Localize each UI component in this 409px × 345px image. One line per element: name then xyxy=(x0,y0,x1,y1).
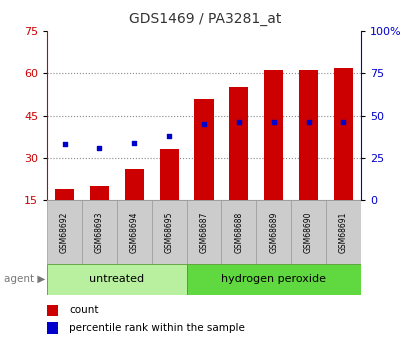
Text: hydrogen peroxide: hydrogen peroxide xyxy=(220,275,326,284)
Text: GSM68691: GSM68691 xyxy=(338,211,347,253)
Bar xyxy=(290,200,325,264)
Bar xyxy=(47,200,82,264)
Point xyxy=(131,140,137,145)
Bar xyxy=(186,200,221,264)
Point xyxy=(96,145,103,150)
Bar xyxy=(298,70,317,200)
Text: untreated: untreated xyxy=(89,275,144,284)
Text: GDS1469 / PA3281_at: GDS1469 / PA3281_at xyxy=(128,12,281,26)
Bar xyxy=(47,264,186,295)
Point xyxy=(200,121,207,127)
Text: GSM68693: GSM68693 xyxy=(95,211,103,253)
Text: GSM68690: GSM68690 xyxy=(303,211,312,253)
Text: GSM68695: GSM68695 xyxy=(164,211,173,253)
Bar xyxy=(263,70,283,200)
Bar xyxy=(256,200,290,264)
Text: count: count xyxy=(69,305,99,315)
Bar xyxy=(194,99,213,200)
Bar xyxy=(47,305,58,316)
Bar xyxy=(124,169,144,200)
Bar xyxy=(186,264,360,295)
Bar xyxy=(325,200,360,264)
Point xyxy=(166,133,172,139)
Text: GSM68694: GSM68694 xyxy=(130,211,138,253)
Bar xyxy=(90,186,109,200)
Text: GSM68689: GSM68689 xyxy=(269,211,277,253)
Text: percentile rank within the sample: percentile rank within the sample xyxy=(69,323,245,333)
Bar xyxy=(221,200,256,264)
Point xyxy=(270,120,276,125)
Bar xyxy=(229,87,248,200)
Text: GSM68692: GSM68692 xyxy=(60,211,69,253)
Bar xyxy=(117,200,151,264)
Point xyxy=(339,120,346,125)
Bar xyxy=(82,200,117,264)
Point xyxy=(61,141,68,147)
Bar xyxy=(47,322,58,334)
Bar xyxy=(55,189,74,200)
Point xyxy=(305,120,311,125)
Bar xyxy=(333,68,352,200)
Text: GSM68688: GSM68688 xyxy=(234,211,243,253)
Text: agent ▶: agent ▶ xyxy=(4,275,45,284)
Point xyxy=(235,120,242,125)
Bar xyxy=(159,149,178,200)
Bar xyxy=(151,200,186,264)
Text: GSM68687: GSM68687 xyxy=(199,211,208,253)
